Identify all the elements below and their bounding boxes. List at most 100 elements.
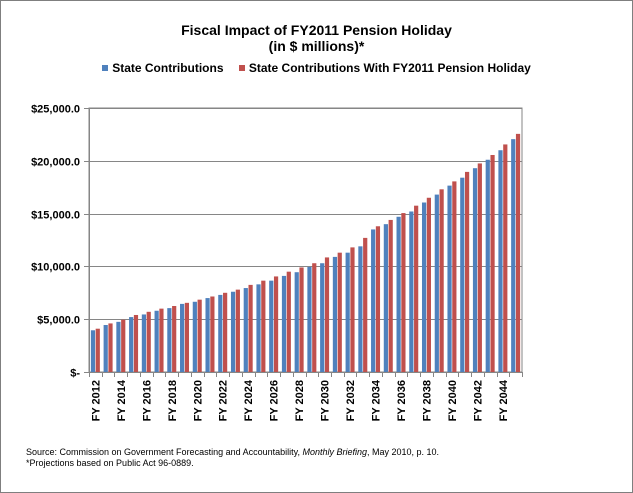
bar-holiday bbox=[452, 181, 457, 372]
chart-legend: State Contributions State Contributions … bbox=[0, 61, 633, 75]
bar-state bbox=[230, 291, 236, 372]
x-tick-label: FY 2016 bbox=[141, 380, 153, 421]
x-tick-label: FY 2038 bbox=[421, 380, 433, 421]
x-tick-label: FY 2024 bbox=[243, 379, 255, 421]
bar-state bbox=[421, 202, 427, 372]
bar-holiday bbox=[95, 328, 100, 372]
bar-holiday bbox=[235, 289, 240, 372]
bar-state bbox=[371, 229, 376, 372]
chart-subtitle: (in $ millions)* bbox=[268, 38, 365, 54]
legend-item-with-holiday: State Contributions With FY2011 Pension … bbox=[238, 61, 531, 75]
x-tick-label: FY 2040 bbox=[447, 380, 459, 421]
bar-holiday bbox=[363, 237, 368, 372]
bar-state bbox=[154, 310, 159, 372]
x-tick-label: FY 2042 bbox=[472, 380, 484, 421]
x-tick-label: FY 2028 bbox=[294, 380, 306, 421]
bar-state bbox=[409, 211, 414, 372]
source-note: Source: Commission on Government Forecas… bbox=[26, 447, 440, 457]
bar-holiday bbox=[426, 197, 431, 372]
y-tick-label: $5,000.0 bbox=[37, 315, 80, 327]
bar-holiday bbox=[121, 319, 126, 372]
bar-state bbox=[167, 308, 172, 372]
bar-holiday bbox=[515, 133, 521, 372]
bar-holiday bbox=[388, 219, 393, 372]
bar-holiday bbox=[299, 267, 304, 372]
bar-holiday bbox=[414, 205, 419, 372]
bar-state bbox=[205, 298, 210, 372]
bar-holiday bbox=[184, 302, 190, 372]
x-tick-label: FY 2034 bbox=[371, 379, 383, 421]
bar-state bbox=[116, 321, 121, 372]
bar-holiday bbox=[350, 247, 355, 372]
bar-state bbox=[294, 272, 299, 372]
bar-holiday bbox=[375, 226, 381, 372]
bar-holiday bbox=[223, 292, 228, 372]
projection-note: *Projections based on Public Act 96-0889… bbox=[26, 458, 194, 468]
bar-state bbox=[447, 185, 452, 372]
x-tick-label: FY 2036 bbox=[396, 380, 408, 421]
legend-swatch-blue bbox=[102, 64, 109, 71]
x-tick-label: FY 2020 bbox=[192, 380, 204, 421]
bar-state bbox=[281, 275, 287, 372]
x-tick-label: FY 2044 bbox=[498, 379, 510, 421]
bar-state bbox=[345, 252, 350, 372]
legend-label: State Contributions With FY2011 Pension … bbox=[248, 61, 531, 75]
bar-state bbox=[129, 317, 134, 372]
legend-swatch-red bbox=[238, 64, 245, 71]
bar-state bbox=[472, 168, 478, 372]
y-tick-label: $- bbox=[70, 368, 80, 380]
bar-state bbox=[383, 224, 388, 372]
bar-state bbox=[485, 159, 490, 372]
bar-holiday bbox=[286, 271, 291, 372]
bar-state bbox=[396, 216, 401, 372]
bar-state bbox=[498, 150, 503, 372]
bar-holiday bbox=[133, 314, 139, 372]
bar-state bbox=[332, 256, 338, 372]
bar-holiday bbox=[490, 154, 495, 372]
bar-state bbox=[460, 177, 465, 372]
bar-holiday bbox=[197, 299, 202, 372]
bar-holiday bbox=[210, 296, 215, 372]
bar-state bbox=[269, 280, 274, 372]
bar-state bbox=[511, 139, 516, 372]
y-tick-label: $20,000.0 bbox=[31, 157, 80, 169]
y-tick-label: $15,000.0 bbox=[31, 210, 80, 222]
x-tick-label: FY 2018 bbox=[167, 380, 179, 421]
bar-holiday bbox=[159, 308, 164, 372]
bar-state bbox=[358, 246, 363, 372]
bar-holiday bbox=[146, 311, 151, 372]
bar-holiday bbox=[172, 306, 177, 372]
x-tick-label: FY 2032 bbox=[345, 380, 357, 421]
bar-state bbox=[218, 294, 223, 372]
bar-state bbox=[103, 325, 108, 372]
legend-item-state-contributions: State Contributions bbox=[102, 61, 224, 75]
x-tick-label: FY 2022 bbox=[218, 380, 230, 421]
bar-state bbox=[243, 288, 248, 372]
legend-label: State Contributions bbox=[112, 61, 224, 75]
plot-area bbox=[88, 107, 523, 373]
bar-state bbox=[307, 266, 312, 372]
bar-holiday bbox=[312, 263, 317, 372]
bar-state bbox=[434, 194, 439, 372]
x-tick-label: FY 2030 bbox=[320, 380, 332, 421]
x-tick-label: FY 2014 bbox=[116, 379, 128, 421]
y-tick-label: $25,000.0 bbox=[31, 104, 80, 116]
bar-holiday bbox=[248, 284, 253, 372]
x-tick-label: FY 2012 bbox=[90, 380, 102, 421]
bar-state bbox=[320, 263, 325, 372]
x-tick-label: FY 2026 bbox=[269, 380, 281, 421]
bar-state bbox=[141, 314, 147, 372]
y-tick-label: $10,000.0 bbox=[31, 262, 80, 274]
bar-holiday bbox=[261, 280, 266, 372]
bar-holiday bbox=[108, 323, 113, 372]
bar-holiday bbox=[337, 252, 342, 372]
bar-holiday bbox=[273, 276, 279, 372]
bar-holiday bbox=[439, 189, 444, 372]
chart-title: Fiscal Impact of FY2011 Pension Holiday bbox=[181, 22, 452, 38]
bar-holiday bbox=[477, 163, 482, 372]
bar-holiday bbox=[401, 213, 406, 372]
bar-holiday bbox=[324, 257, 330, 372]
bar-holiday bbox=[503, 144, 508, 372]
bar-holiday bbox=[464, 171, 470, 372]
